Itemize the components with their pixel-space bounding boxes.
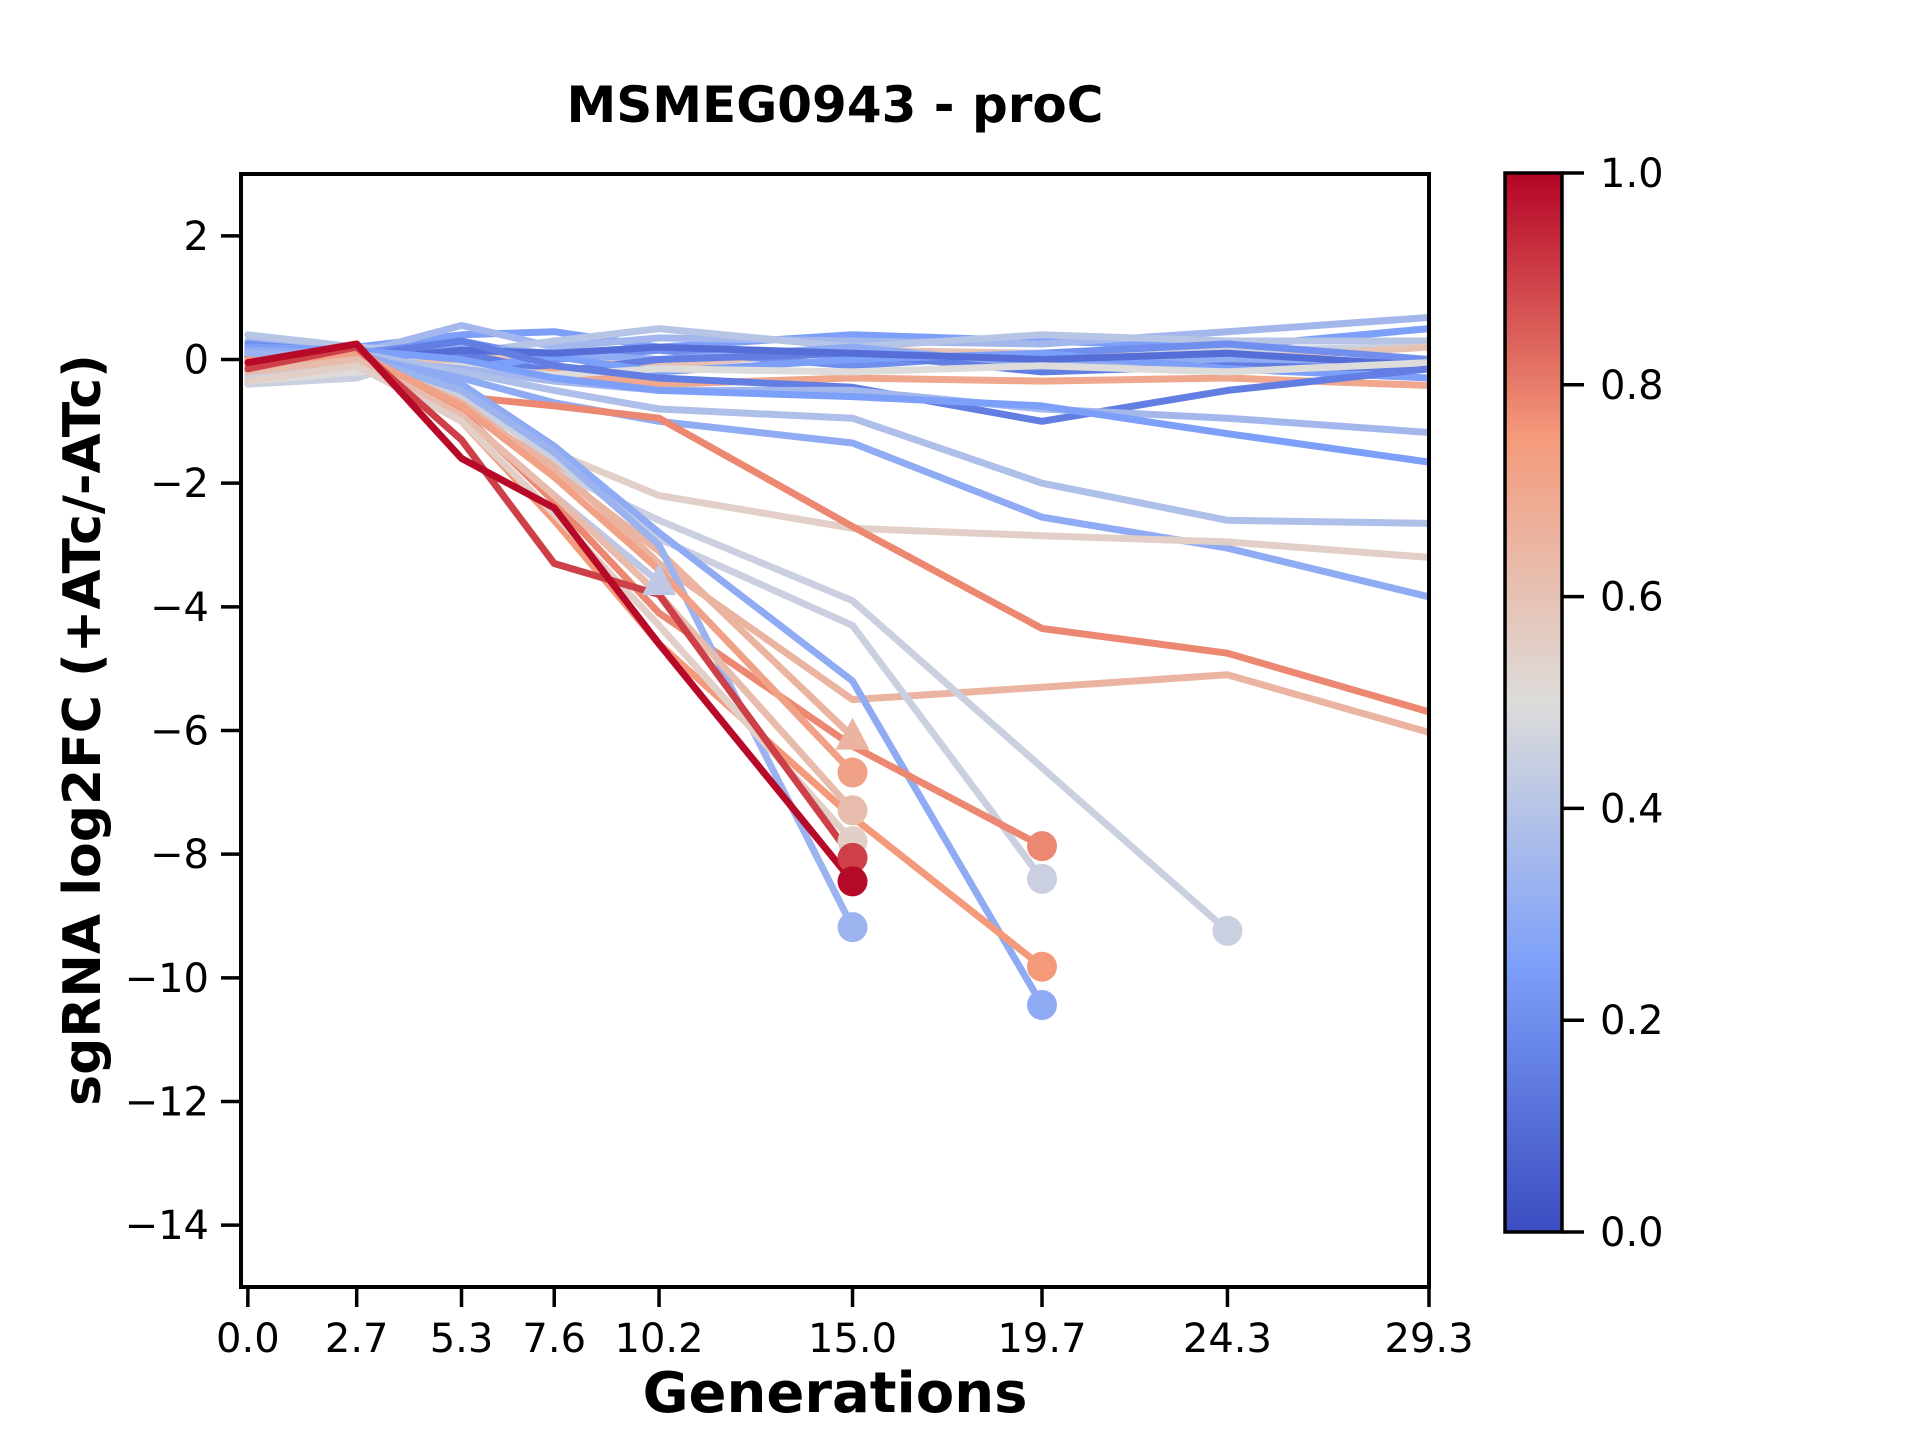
endpoint-dot [837,866,868,897]
colorbar-tick-label: 0.8 [1600,363,1664,409]
x-tick-label: 29.3 [1384,1316,1473,1362]
endpoint-dot [837,795,868,826]
series-line [244,349,856,776]
endpoint-dot [1027,951,1058,982]
colorbar-tick-label: 0.0 [1600,1210,1664,1256]
y-tick-label: 0 [184,338,209,384]
y-tick-label: 2 [184,214,209,260]
colorbar-gradient [1503,171,1564,1234]
y-tick-label: −6 [150,709,209,755]
colorbar-tick-label: 0.4 [1600,786,1664,832]
y-tick-label: −4 [150,585,209,631]
y-tick-label: −8 [150,832,209,878]
series-line [244,349,1429,527]
x-tick-label: 15.0 [808,1316,897,1362]
y-tick-label: −10 [125,956,209,1002]
endpoint-triangle [642,563,677,596]
endpoint-dot [1027,831,1058,862]
endpoint-triangle [835,717,870,750]
y-tick-label: −2 [150,461,209,507]
x-tick-label: 24.3 [1183,1316,1272,1362]
endpoint-dot [837,912,868,943]
series-line [244,346,1046,850]
colorbar: 1.0 0.8 0.6 0.4 0.2 0.0 [1503,151,1664,1256]
x-tick-label: 19.7 [997,1316,1086,1362]
x-axis-label: Generations [643,1361,1028,1426]
x-tick-label: 7.6 [522,1316,586,1362]
series-line [244,343,856,862]
series-line [244,346,1046,1009]
colorbar-tick-label: 1.0 [1600,151,1664,197]
colorbar-tick-label: 0.2 [1600,998,1664,1044]
y-tick-label: −14 [125,1203,209,1249]
x-tick-label: 10.2 [615,1316,704,1362]
y-tick-label: −12 [125,1080,209,1126]
x-tick-label: 0.0 [216,1316,280,1362]
colorbar-ticks: 1.0 0.8 0.6 0.4 0.2 0.0 [1562,151,1664,1256]
series-line [244,356,1231,935]
y-axis-label: sgRNA log2FC (+ATc/-ATc) [53,354,113,1106]
x-tick-label: 5.3 [430,1316,494,1362]
ticks-group: 0.0 2.7 5.3 7.6 10.2 15.0 19.7 24.3 29.3 2 0 −2 −4 −6… [125,214,1474,1362]
endpoint-dot [1027,863,1058,894]
chart-title: MSMEG0943 - proC [567,76,1104,134]
series-line [244,356,856,814]
x-tick-label: 2.7 [325,1316,389,1362]
endpoint-dot [1212,915,1243,946]
endpoint-dot [837,842,868,873]
series-group [244,314,1429,1021]
endpoint-dot [1027,990,1058,1021]
series-line [244,343,1429,466]
colorbar-tick-label: 0.6 [1600,575,1664,621]
endpoint-dot [837,757,868,788]
series-line [244,340,856,885]
series-line [244,362,856,845]
